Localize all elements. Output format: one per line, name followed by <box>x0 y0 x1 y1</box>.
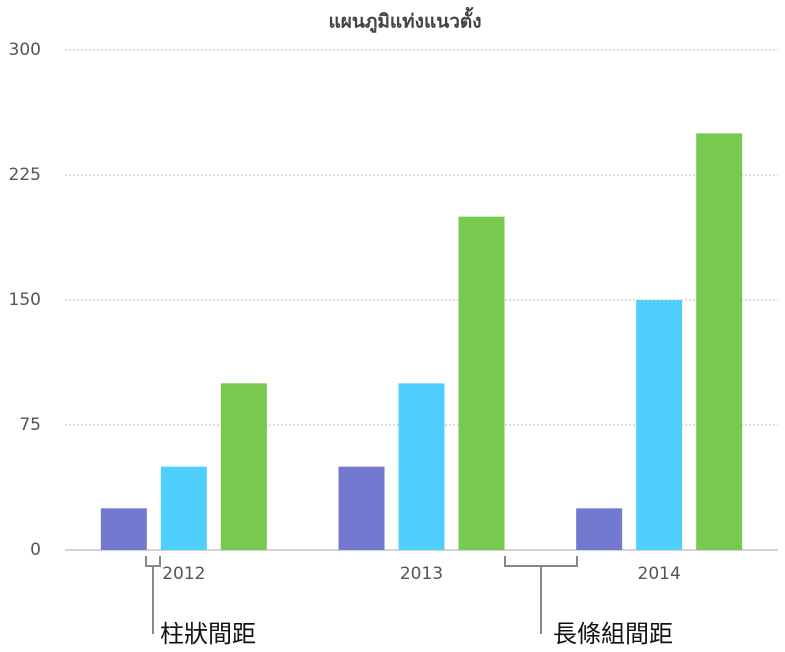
bar <box>398 383 445 550</box>
annotation: 長條組間距 <box>553 620 673 648</box>
bar <box>576 508 623 550</box>
bar <box>160 466 207 550</box>
x-tick-label: 2014 <box>638 564 681 584</box>
bar <box>636 300 683 550</box>
y-tick-label: 225 <box>9 165 41 185</box>
bar <box>458 216 505 550</box>
bar <box>696 133 743 551</box>
y-tick-label: 300 <box>9 40 41 60</box>
y-tick-label: 75 <box>19 415 41 435</box>
group-gap-bracket <box>504 556 578 634</box>
y-tick-label: 150 <box>9 290 41 310</box>
annotation: 柱狀間距 <box>160 620 256 648</box>
bar <box>100 508 147 550</box>
x-tick-label: 2013 <box>400 564 443 584</box>
chart-title: แผนภูมิแท่งแนวตั้ง <box>329 7 482 34</box>
y-tick-label: 0 <box>30 540 41 560</box>
x-tick-label: 2012 <box>162 564 205 584</box>
bar <box>220 383 267 550</box>
bar <box>338 466 385 550</box>
bar-gap-bracket <box>145 556 161 634</box>
